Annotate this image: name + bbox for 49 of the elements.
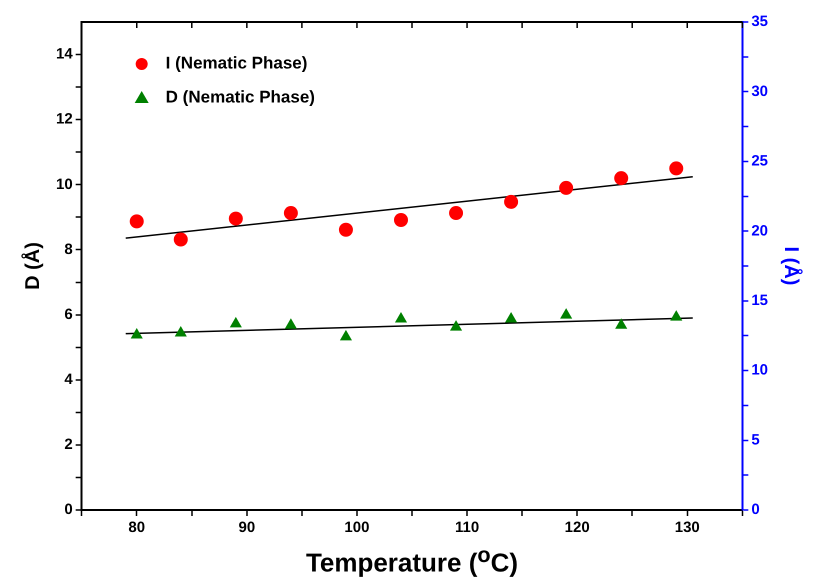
- y2-axis-title: I (Å): [779, 246, 802, 286]
- x-tick-label: 120: [564, 519, 590, 536]
- y2-tick-label: 0: [751, 501, 760, 518]
- point: [670, 310, 682, 321]
- y-tick-label: 8: [64, 240, 73, 258]
- y2-tick-label: 25: [751, 152, 768, 170]
- y-tick-label: 10: [56, 176, 73, 193]
- y-tick-label: 4: [64, 371, 74, 388]
- x-tick-label: 130: [674, 519, 700, 536]
- point: [230, 316, 242, 328]
- point: [130, 214, 144, 228]
- point: [284, 206, 298, 220]
- y-tick-label: 14: [56, 46, 74, 63]
- legend-label: I (Nematic Phase): [166, 54, 308, 73]
- point: [130, 328, 143, 338]
- y2-tick-label: 5: [751, 431, 760, 448]
- x-tick-label: 100: [344, 519, 370, 536]
- legend-label: D (Nematic Phase): [166, 88, 315, 107]
- point: [559, 180, 574, 195]
- point: [174, 232, 188, 247]
- y2-tick-label: 15: [751, 292, 768, 309]
- x-tick-label: 90: [238, 519, 256, 536]
- point: [450, 320, 462, 331]
- point: [284, 318, 297, 329]
- y-tick-label: 12: [56, 110, 73, 128]
- point: [505, 312, 518, 323]
- point: [614, 171, 628, 186]
- x-axis-title: Temperature ($^{o}$C): [306, 542, 518, 579]
- point: [504, 194, 518, 209]
- x-tick-label: 80: [128, 519, 146, 536]
- point: [449, 206, 464, 220]
- point: [174, 326, 187, 337]
- point: [669, 161, 684, 176]
- x-tick-label: 110: [454, 519, 480, 536]
- point: [340, 330, 352, 340]
- y2-tick-label: 30: [751, 82, 768, 100]
- point: [560, 308, 572, 319]
- y2-tick-label: 10: [751, 362, 768, 379]
- point: [394, 212, 408, 227]
- point: [228, 212, 243, 226]
- point: [615, 318, 628, 329]
- y2-tick-label: 20: [751, 222, 768, 240]
- y-tick-label: 6: [64, 306, 73, 323]
- point: [394, 312, 408, 323]
- y2-tick-label: 35: [751, 13, 768, 30]
- y-tick-label: 2: [64, 436, 73, 454]
- y-axis-title: D (Å): [22, 242, 45, 290]
- point: [338, 222, 353, 237]
- y-tick-label: 0: [64, 501, 73, 518]
